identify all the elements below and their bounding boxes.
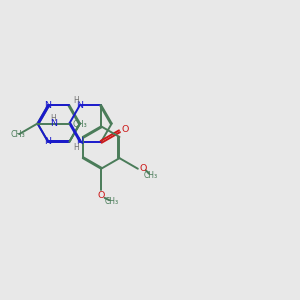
Text: H: H [73,143,79,152]
Text: H: H [74,96,79,105]
Text: CH₃: CH₃ [73,120,87,129]
Text: CH₃: CH₃ [104,196,118,206]
Text: O: O [140,164,147,173]
Text: N: N [45,137,52,146]
Text: N: N [76,100,83,109]
Text: N: N [45,100,52,109]
Text: N: N [50,119,57,128]
Text: CH₃: CH₃ [143,171,157,180]
Text: CH₃: CH₃ [10,130,25,139]
Text: O: O [121,125,128,134]
Text: H: H [50,114,56,123]
Text: O: O [98,191,105,200]
Text: N: N [76,137,83,146]
